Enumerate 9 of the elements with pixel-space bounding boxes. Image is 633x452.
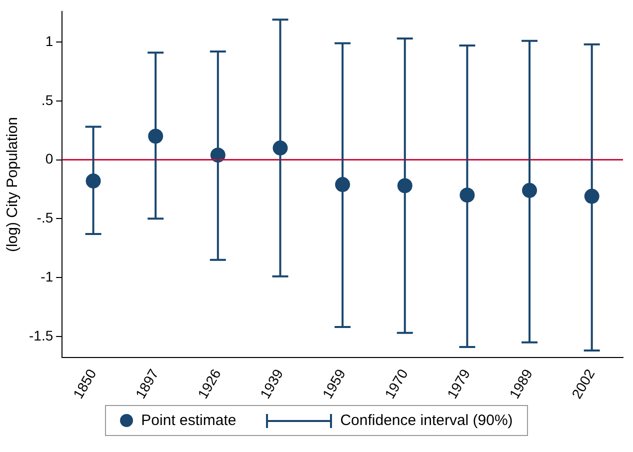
y-tick-label: -1 <box>40 268 54 284</box>
y-tick-label: .5 <box>41 92 54 108</box>
y-tick-label: 0 <box>45 150 54 167</box>
y-axis-title: (log) City Population <box>4 116 22 252</box>
y-tick-label: -1.5 <box>29 327 54 344</box>
y-tick-label: 1 <box>45 32 54 49</box>
y-tick-label: -.5 <box>36 210 54 226</box>
text: Confidence interval (90%) <box>340 412 513 429</box>
legend-label: Point estimate <box>141 412 236 429</box>
